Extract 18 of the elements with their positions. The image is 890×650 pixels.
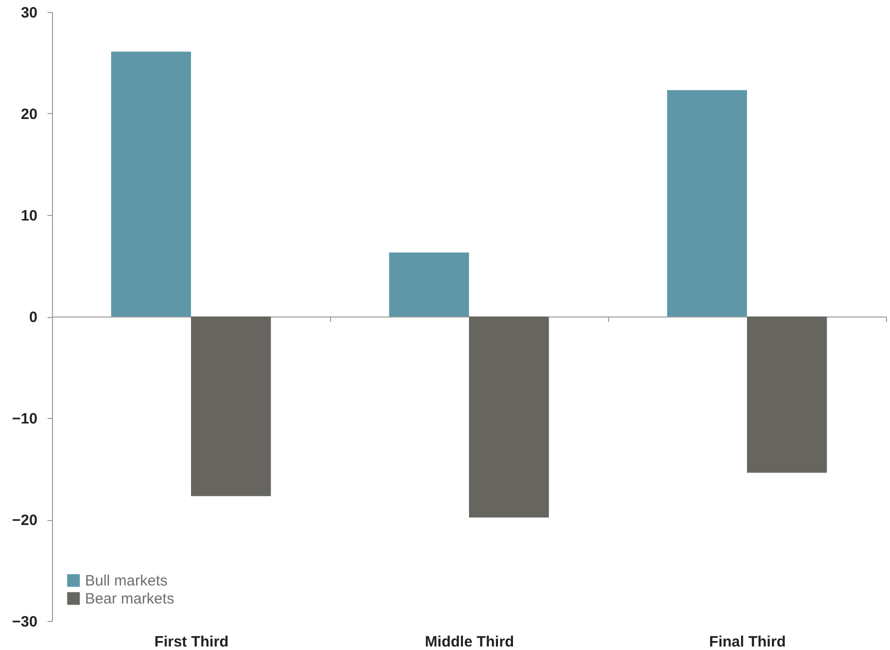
legend-label: Bull markets (85, 572, 168, 590)
bar (389, 252, 469, 316)
x-tick-label: First Third (154, 634, 229, 650)
y-tick-label: 20 (20, 106, 38, 123)
y-tick-label: −30 (12, 614, 38, 630)
bar (469, 316, 549, 518)
bar (747, 316, 827, 473)
x-tick-label: Final Third (709, 634, 786, 650)
x-tick-label: Middle Third (424, 634, 514, 650)
legend-label: Bear markets (85, 590, 174, 608)
y-tick-label: −20 (12, 512, 38, 529)
y-tick-label: 30 (20, 4, 38, 22)
y-tick-label: −10 (12, 410, 38, 428)
y-tick-label: 0 (29, 309, 38, 326)
bar (191, 316, 271, 496)
bar (667, 90, 747, 316)
bar (111, 52, 191, 316)
y-tick-label: 10 (20, 208, 38, 224)
